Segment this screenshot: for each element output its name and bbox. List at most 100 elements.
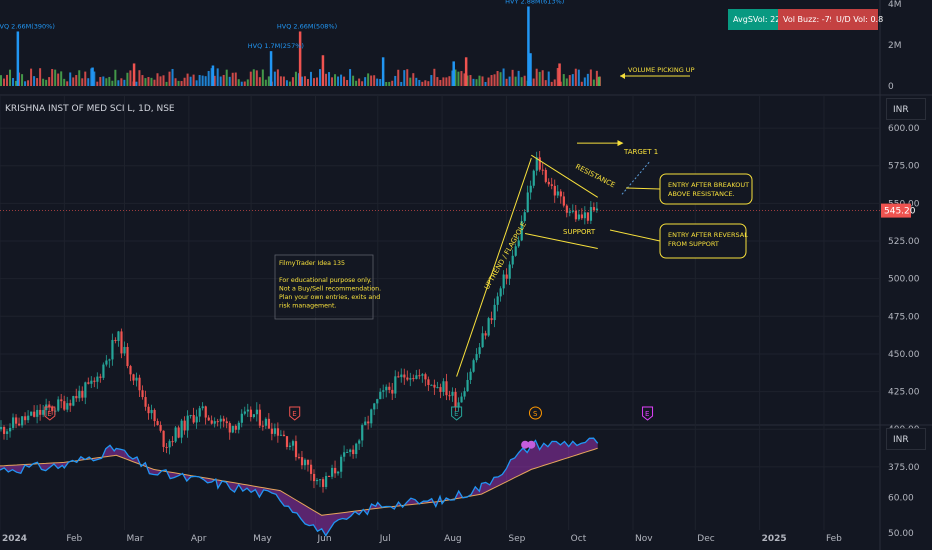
target-label: TARGET 1 [623,148,658,156]
date-tick-label: Feb [826,534,842,544]
candle-body [96,376,99,382]
reversal-callout-pointer [609,229,661,242]
candle-body [532,170,535,186]
candle [57,396,60,413]
candle-body [153,409,156,422]
candle-body [439,387,442,392]
candle-body [174,427,177,442]
candle [580,208,584,220]
volume-bar [475,79,478,86]
volume-bar [156,73,159,86]
volume-bar [381,57,385,86]
volume-bar [27,80,30,86]
candle [6,428,9,440]
volume-bar [42,78,45,86]
candle-body [469,371,472,380]
candle [39,404,42,421]
candle [234,424,237,434]
candle-body [400,374,403,378]
candle [150,404,153,420]
candle-body [240,413,243,423]
date-tick-label: Feb [66,534,82,544]
volume-bar [211,65,215,86]
earnings-marker [451,406,463,421]
candle [481,326,484,348]
volume-bar [337,76,340,86]
candle [502,270,505,295]
candle [412,374,415,382]
candle [499,286,502,302]
volume-bar [162,75,165,86]
candle-body [502,274,505,289]
currency-selector-price[interactable]: INR [886,98,926,120]
avg-svol-badge: AvgSVol: 22 Cr [728,9,792,30]
candle-body [418,375,421,377]
candle [297,453,301,460]
candle-body [406,377,409,380]
volume-bar [216,68,219,86]
volume-bar [451,70,454,86]
volume-bar [469,75,472,86]
candle-body [382,390,385,392]
volume-bar [174,78,177,86]
candle [198,405,201,423]
volume-bar [538,71,541,86]
volume-bar [568,75,571,86]
volume-bar [108,76,111,86]
candle-body [571,210,574,212]
volume-tick-label: 0 [888,82,894,92]
candle [514,243,517,257]
volume-bar [30,68,33,86]
candle-body [99,376,102,378]
volume-bar [81,78,84,86]
volume-bar [340,74,343,86]
candle-body [213,421,216,424]
candle-body [216,421,219,423]
candle-body [24,416,27,421]
volume-bar [499,72,502,86]
volume-bar [319,69,321,86]
candle-body [490,318,493,321]
candle-body [261,425,265,427]
volume-bar [442,77,445,86]
candle [63,395,66,411]
candle [592,202,596,213]
candle [165,443,168,454]
candle [460,392,463,403]
candle [349,448,352,457]
volume-bar [16,31,20,86]
candle [24,412,27,425]
volume-bar [514,76,517,86]
volume-bar [252,69,255,86]
candle-body [156,421,159,426]
currency-selector-indicator[interactable]: INR [886,428,926,450]
volume-bar [315,77,318,86]
candle [156,418,159,426]
candle-body [111,339,114,360]
candle [72,395,75,407]
volume-bar [508,76,511,86]
candle [574,204,578,222]
volume-bar [21,74,24,86]
candle [496,292,499,312]
candle-body [550,184,553,186]
candle [406,370,409,382]
breakout-callout-pointer [625,187,661,190]
candle-body [120,331,123,354]
candle-body [460,396,463,403]
candle-body [81,390,84,398]
volume-bar [433,68,436,86]
volume-bar [550,81,553,86]
candle [306,459,310,472]
candle [472,358,475,373]
volume-bar [306,79,309,86]
candle [222,415,225,428]
fast-line [0,437,599,537]
candle [505,268,508,285]
target-arrowhead [617,140,624,147]
candle-body [129,366,132,375]
volume-bar [478,75,481,86]
candle [213,417,216,428]
candle [433,379,436,395]
